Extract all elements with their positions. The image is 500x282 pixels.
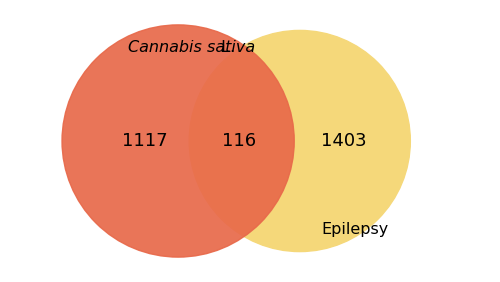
Text: 1117: 1117 [122,132,168,150]
Circle shape [62,25,294,257]
Text: 1403: 1403 [321,132,367,150]
Text: Epilepsy: Epilepsy [322,222,388,237]
Text: 116: 116 [222,132,256,150]
Text: Cannabis sativa: Cannabis sativa [128,39,256,54]
Text: L.: L. [216,39,235,54]
Circle shape [189,30,410,252]
